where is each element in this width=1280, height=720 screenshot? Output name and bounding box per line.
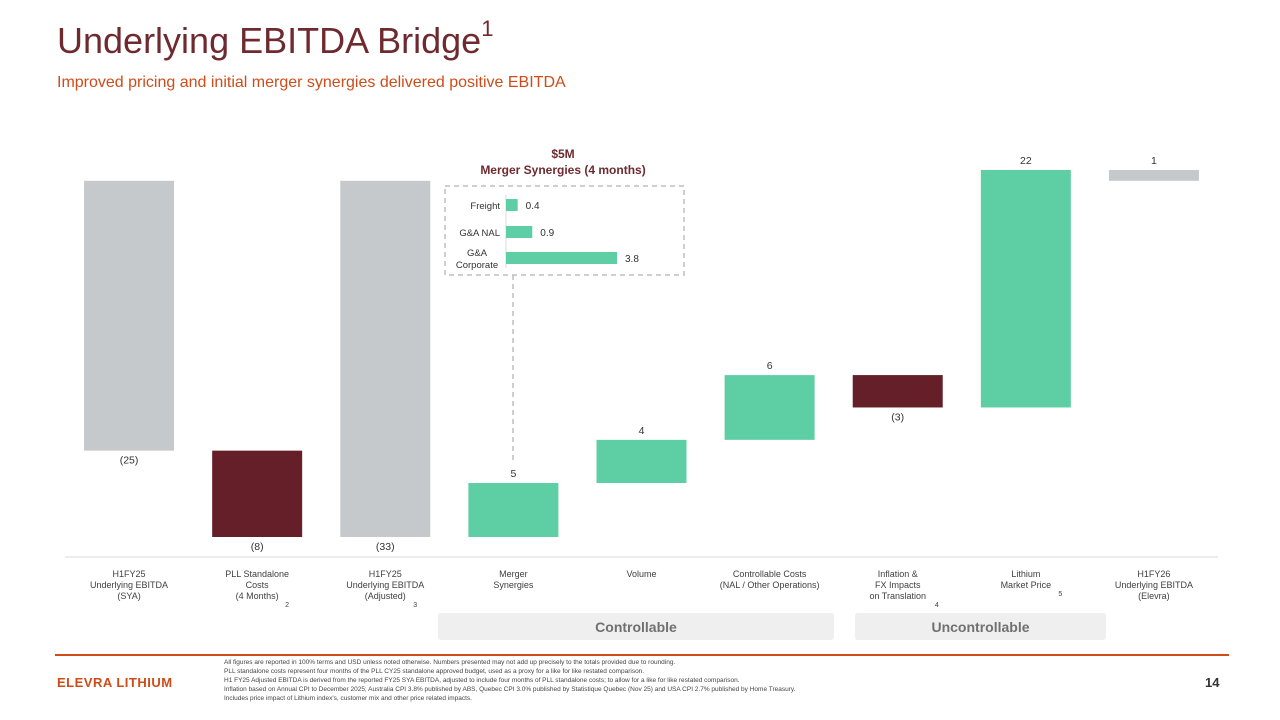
- category-label: H1FY25 Underlying EBITDA (Adjusted): [346, 569, 424, 601]
- waterfall-bar: [212, 450, 303, 537]
- title-footnote-marker: 1: [481, 16, 494, 41]
- category-footnote-marker: 5: [1058, 591, 1062, 598]
- page-subtitle: Improved pricing and initial merger syne…: [57, 74, 566, 91]
- synergy-category-label: G&A NAL: [459, 228, 500, 239]
- synergy-category-label: Freight: [470, 201, 500, 212]
- synergy-bar-value: 3.8: [625, 254, 639, 265]
- synergy-bar: [506, 199, 518, 211]
- category-label: Inflation & FX Impacts on Translation: [869, 569, 926, 601]
- bar-value-label: 6: [767, 360, 773, 372]
- page-title: Underlying EBITDA Bridge1: [57, 18, 493, 62]
- synergy-inset-title: $5M: [551, 147, 574, 161]
- footnote-item: Includes price impact of Lithium index's…: [224, 694, 1184, 703]
- synergy-bar-value: 0.9: [540, 228, 554, 239]
- category-label: Lithium Market Price: [1001, 569, 1052, 590]
- category-footnote-marker: 2: [285, 602, 289, 609]
- category-label: PLL Standalone Costs (4 Months): [225, 569, 289, 601]
- footnote-item: All figures are reported in 100% terms a…: [224, 658, 1184, 667]
- synergy-inset-subtitle: Merger Synergies (4 months): [480, 163, 645, 177]
- category-label: H1FY25 Underlying EBITDA (SYA): [90, 569, 168, 601]
- waterfall-bar: [468, 483, 559, 537]
- waterfall-bar: [980, 170, 1071, 408]
- bar-value-label: (33): [376, 541, 395, 553]
- waterfall-bar: [1108, 170, 1199, 181]
- bar-value-label: (25): [120, 455, 139, 467]
- category-label: Volume: [626, 569, 656, 579]
- category-footnote-marker: 4: [935, 602, 939, 609]
- controllable-group-label: Controllable: [438, 613, 834, 640]
- page-title-text: Underlying EBITDA Bridge: [57, 20, 482, 61]
- category-label: Merger Synergies: [493, 569, 534, 590]
- category-label: H1FY26 Underlying EBITDA (Elevra): [1115, 569, 1193, 601]
- category-label: Controllable Costs (NAL / Other Operation…: [720, 569, 820, 590]
- waterfall-bar: [340, 180, 431, 537]
- synergy-bar: [506, 252, 617, 264]
- footnote-item: Inflation based on Annual CPI to Decembe…: [224, 685, 1184, 694]
- footnote-item: PLL standalone costs represent four mont…: [224, 667, 1184, 676]
- bar-value-label: 5: [510, 468, 516, 480]
- waterfall-bar: [724, 375, 815, 440]
- synergy-inset-frame: [444, 185, 685, 276]
- footnote-item: H1 FY25 Adjusted EBITDA is derived from …: [224, 676, 1184, 685]
- brand-logo: ELEVRA LITHIUM: [57, 675, 173, 690]
- waterfall-bar: [852, 375, 943, 408]
- bar-value-label: (3): [891, 411, 904, 423]
- footer-divider: [55, 654, 1229, 656]
- bar-value-label: 22: [1020, 155, 1032, 167]
- bar-value-label: (8): [251, 541, 264, 553]
- synergy-bar-value: 0.4: [526, 201, 540, 212]
- category-footnote-marker: 3: [413, 602, 417, 609]
- bar-value-label: 1: [1151, 155, 1157, 167]
- bar-value-label: 4: [639, 425, 645, 437]
- uncontrollable-group-label: Uncontrollable: [855, 613, 1106, 640]
- waterfall-bar: [596, 439, 687, 484]
- synergy-category-label: G&A Corporate: [456, 248, 498, 271]
- synergy-bar: [506, 226, 533, 238]
- footnotes-list: All figures are reported in 100% terms a…: [202, 658, 1184, 703]
- page-number: 14: [1205, 675, 1220, 690]
- waterfall-bar: [84, 180, 175, 451]
